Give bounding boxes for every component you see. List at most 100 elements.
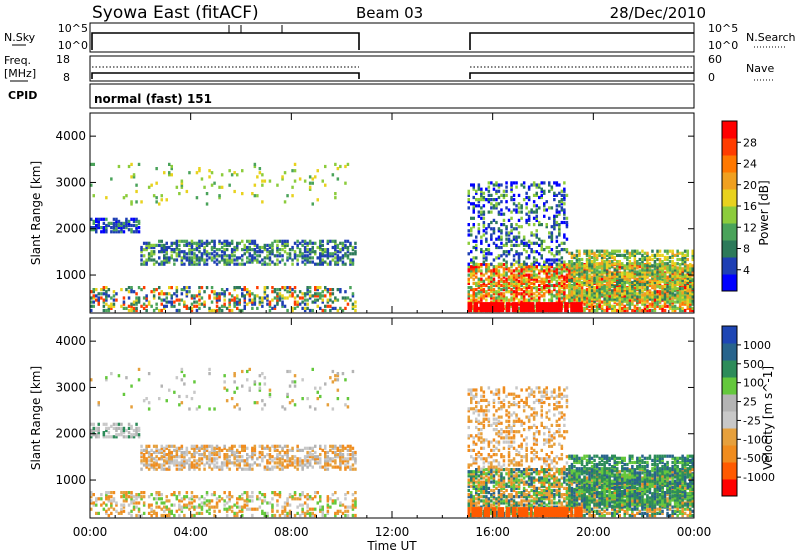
heatmap-cell <box>168 453 171 457</box>
heatmap-cell <box>208 241 211 245</box>
heatmap-cell <box>595 302 599 306</box>
heatmap-cell <box>225 461 229 465</box>
heatmap-cell <box>243 298 246 302</box>
heatmap-cell <box>314 288 317 292</box>
heatmap-cell <box>233 254 236 258</box>
heatmap-cell <box>492 290 496 294</box>
heatmap-cell <box>97 431 100 435</box>
heatmap-cell <box>163 254 166 258</box>
heatmap-cell <box>590 295 594 299</box>
heatmap-cell <box>296 448 299 452</box>
heatmap-cell <box>580 276 584 280</box>
heatmap-cell <box>276 298 279 302</box>
heatmap-cell <box>646 300 649 304</box>
heatmap-cell <box>588 282 591 287</box>
heatmap-cell <box>105 298 108 302</box>
heatmap-cell <box>495 302 499 313</box>
heatmap-cell <box>580 266 584 270</box>
heatmap-cell <box>686 289 689 293</box>
heatmap-cell <box>175 185 179 189</box>
heatmap-cell <box>248 467 251 471</box>
heatmap-cell <box>308 296 312 300</box>
heatmap-cell <box>611 262 614 266</box>
heatmap-cell <box>540 286 543 290</box>
heatmap-cell <box>505 254 508 258</box>
heatmap-cell <box>241 294 244 298</box>
heatmap-cell <box>223 304 226 308</box>
heatmap-cell <box>102 226 106 230</box>
heatmap-cell <box>218 450 221 455</box>
heatmap-cell <box>631 266 634 270</box>
heatmap-cell <box>185 448 189 452</box>
heatmap-cell <box>661 253 664 257</box>
heatmap-cell <box>175 243 179 247</box>
heatmap-cell <box>485 198 488 202</box>
heatmap-cell <box>145 258 148 262</box>
heatmap-cell <box>490 262 493 266</box>
heatmap-cell <box>575 297 579 301</box>
heatmap-cell <box>681 272 684 276</box>
heatmap-cell <box>293 455 297 459</box>
heatmap-cell <box>487 210 491 214</box>
heatmap-cell <box>170 167 173 171</box>
heatmap-cell <box>190 306 194 310</box>
heatmap-cell <box>147 256 151 260</box>
colorbar-tick-label: 12 <box>743 221 757 234</box>
heatmap-cell <box>482 233 486 237</box>
heatmap-cell <box>175 294 179 298</box>
heatmap-cell <box>477 265 481 269</box>
heatmap-cell <box>470 229 473 233</box>
heatmap-cell <box>532 281 536 285</box>
heatmap-cell <box>633 286 637 290</box>
heatmap-cell <box>570 274 574 278</box>
heatmap-cell <box>467 265 470 269</box>
heatmap-cell <box>142 455 146 459</box>
heatmap-cell <box>286 256 289 260</box>
freq-panel-frame <box>89 55 695 82</box>
heatmap-cell <box>334 252 337 256</box>
heatmap-cell <box>173 463 176 467</box>
heatmap-cell <box>334 444 337 448</box>
heatmap-cell <box>623 270 626 274</box>
heatmap-cell <box>631 302 634 306</box>
heatmap-cell <box>480 198 483 202</box>
heatmap-cell <box>306 290 309 294</box>
heatmap-cell <box>311 256 314 260</box>
heatmap-cell <box>470 275 473 279</box>
heatmap-cell <box>593 257 596 262</box>
heatmap-cell <box>215 465 219 469</box>
colorbar-tick-label: 24 <box>743 158 757 171</box>
heatmap-cell <box>643 306 647 310</box>
heatmap-cell <box>102 422 106 426</box>
heatmap-cell <box>648 295 652 299</box>
heatmap-cell <box>203 252 206 256</box>
heatmap-cell <box>117 230 121 234</box>
heatmap-cell <box>321 300 324 304</box>
heatmap-cell <box>183 288 186 292</box>
heatmap-cell <box>253 248 257 252</box>
heatmap-cell <box>291 258 294 262</box>
heatmap-cell <box>110 499 113 503</box>
heatmap-cell <box>158 465 161 469</box>
heatmap-cell <box>631 287 634 291</box>
heatmap-cell <box>678 280 682 285</box>
heatmap-cell <box>185 306 189 310</box>
heatmap-cell <box>236 467 239 471</box>
heatmap-cell <box>492 277 496 281</box>
heatmap-cell <box>90 499 93 503</box>
heatmap-cell <box>251 448 254 452</box>
heatmap-cell <box>608 260 611 264</box>
heatmap-cell <box>341 245 345 250</box>
heatmap-cell <box>663 289 667 293</box>
heatmap-cell <box>351 302 355 306</box>
heatmap-cell <box>527 286 531 290</box>
heatmap-cell <box>621 285 624 289</box>
heatmap-cell <box>105 422 108 426</box>
heatmap-cell <box>205 444 209 448</box>
heatmap-cell <box>616 268 619 272</box>
heatmap-cell <box>215 258 219 262</box>
heatmap-cell <box>308 455 312 459</box>
heatmap-cell <box>631 291 634 295</box>
heatmap-cell <box>505 237 508 241</box>
heatmap-cell <box>588 257 591 262</box>
